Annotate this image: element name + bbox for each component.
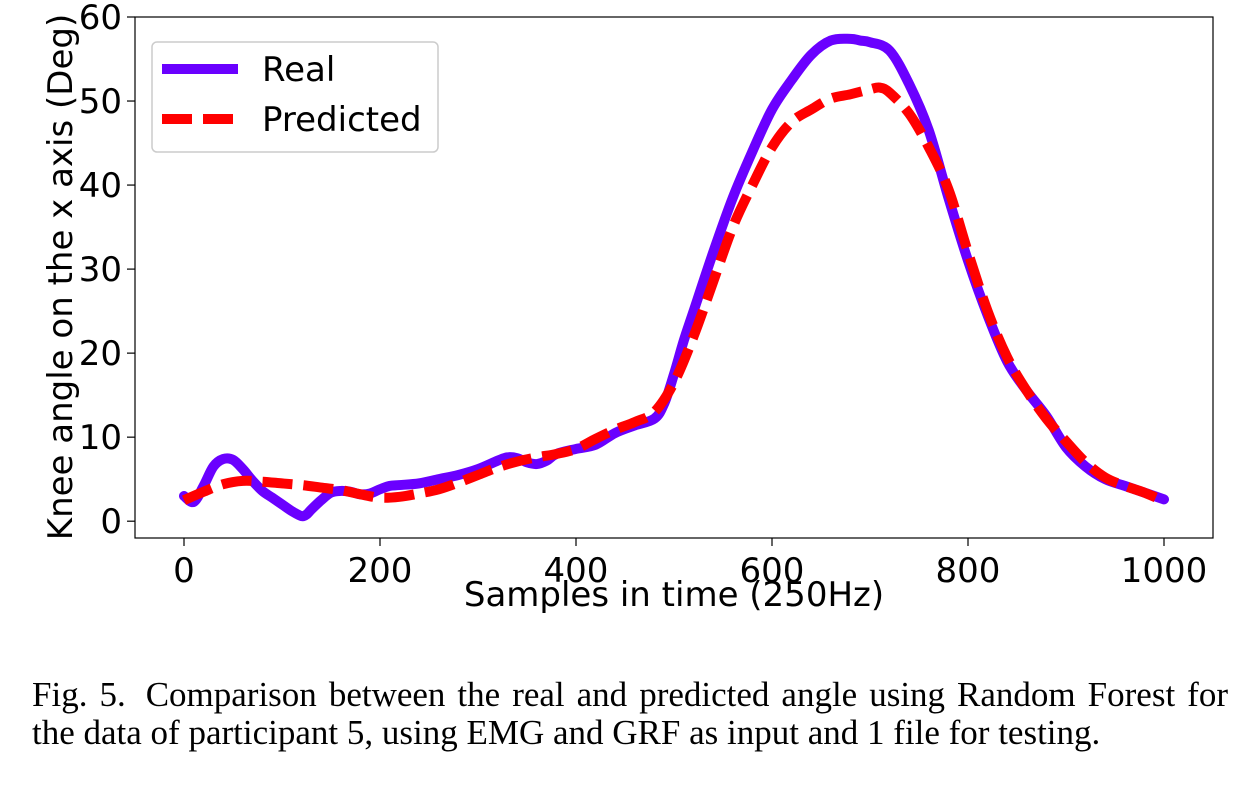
y-tick-label-20: 20 — [79, 334, 122, 374]
x-tick-label-400: 400 — [544, 551, 609, 591]
figure-caption: Fig. 5. Comparison between the real and p… — [32, 676, 1228, 752]
x-tick-label-1000: 1000 — [1121, 551, 1208, 591]
chart: 0 200 400 600 800 1000 0 10 20 30 40 50 60 Samples i… — [41, 0, 1214, 615]
y-tick-label-0: 0 — [100, 502, 122, 542]
series-layer — [179, 33, 1169, 522]
x-axis-label: Samples in time (250Hz) — [464, 575, 884, 615]
series-line-predicted — [182, 82, 1166, 506]
y-tick-label-60: 60 — [79, 0, 122, 38]
y-axis-label: Knee angle on the x axis (Deg) — [41, 14, 81, 540]
y-tick-label-40: 40 — [79, 166, 122, 206]
plot-frame — [134, 16, 1214, 539]
ticks-layer: 0 200 400 600 800 1000 0 10 20 30 40 50 60 — [79, 0, 1208, 591]
x-tick-label-800: 800 — [936, 551, 1001, 591]
y-tick-label-10: 10 — [79, 418, 122, 458]
x-tick-label-200: 200 — [348, 551, 413, 591]
x-tick-label-600: 600 — [740, 551, 805, 591]
y-tick-label-50: 50 — [79, 82, 122, 122]
legend-real-label: Real — [262, 50, 335, 90]
caption-label: Fig. 5. — [32, 675, 126, 714]
x-tick-label-0: 0 — [173, 551, 195, 591]
caption-text: Comparison between the real and predicte… — [32, 675, 1228, 752]
legend-predicted-label: Predicted — [262, 100, 422, 140]
y-tick-label-30: 30 — [79, 250, 122, 290]
legend: Real Predicted — [151, 41, 439, 153]
